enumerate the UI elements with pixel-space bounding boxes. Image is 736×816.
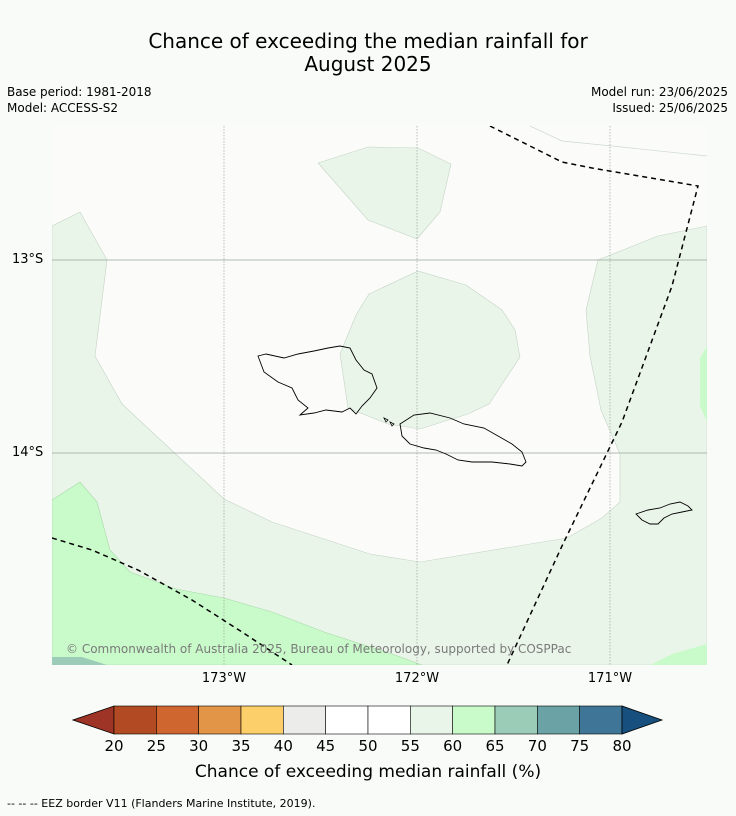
colorbar-tick-25: 25	[146, 737, 166, 755]
colorbar-cell-50-55	[367, 705, 411, 735]
colorbar-tick-50: 50	[358, 737, 378, 755]
colorbar-tick-65: 65	[485, 737, 505, 755]
contour-60-65-east	[700, 346, 707, 422]
colorbar-cell-45-50	[325, 705, 369, 735]
colorbar-tick-55: 55	[400, 737, 420, 755]
colorbar	[72, 705, 664, 735]
colorbar-tick-30: 30	[189, 737, 209, 755]
colorbar-tick-75: 75	[570, 737, 590, 755]
colorbar-tick-40: 40	[273, 737, 293, 755]
lon-label-172w: 172°W	[394, 671, 440, 686]
colorbar-cell-40-45	[283, 705, 326, 735]
title-line-1: Chance of exceeding the median rainfall …	[148, 29, 588, 53]
colorbar-low-extension	[72, 705, 115, 735]
colorbar-label: Chance of exceeding median rainfall (%)	[194, 762, 542, 782]
colorbar-cell-65-70	[494, 705, 538, 735]
colorbar-tick-35: 35	[231, 737, 251, 755]
base-period: Base period: 1981-2018	[7, 85, 152, 99]
contour-55-60-west	[52, 211, 707, 665]
chart-title: Chance of exceeding the median rainfall …	[0, 30, 736, 76]
lon-label-173w: 173°W	[201, 671, 247, 686]
colorbar-cell-25-30	[156, 705, 199, 735]
colorbar-cells	[113, 705, 623, 735]
eez-border	[52, 126, 699, 665]
colorbar-high-extension	[621, 705, 664, 735]
colorbar-cell-70-75	[537, 705, 580, 735]
island-apolima	[383, 417, 389, 423]
eez-footnote: -- -- -- EEZ border V11 (Flanders Marine…	[7, 797, 316, 810]
colorbar-cell-75-80	[579, 705, 623, 735]
title-line-2: August 2025	[304, 52, 432, 76]
colorbar-cell-30-35	[198, 705, 242, 735]
island-savaii	[257, 345, 378, 416]
colorbar-cell-20-25	[113, 705, 157, 735]
colorbar-tick-80: 80	[612, 737, 632, 755]
model-name: Model: ACCESS-S2	[7, 101, 119, 115]
meta-right: Model run: 23/06/2025 Issued: 25/06/2025	[591, 84, 728, 116]
colorbar-cell-60-65	[452, 705, 496, 735]
graticule	[52, 126, 707, 665]
copyright-notice: © Commonwealth of Australia 2025, Bureau…	[66, 642, 572, 656]
colorbar-tick-70: 70	[527, 737, 547, 755]
island-manono	[389, 421, 395, 427]
lat-label-14s: 14°S	[12, 445, 44, 460]
colorbar-cell-35-40	[240, 705, 284, 735]
rainfall-map	[52, 126, 707, 665]
lon-label-171w: 171°W	[587, 671, 633, 686]
colorbar-tick-20: 20	[104, 737, 124, 755]
issued-date: Issued: 25/06/2025	[612, 101, 728, 115]
contour-line-northeast	[529, 126, 707, 157]
colorbar-tick-60: 60	[443, 737, 463, 755]
meta-left: Base period: 1981-2018 Model: ACCESS-S2	[7, 84, 152, 116]
colorbar-tick-45: 45	[316, 737, 336, 755]
lat-label-13s: 13°S	[12, 252, 44, 267]
map-canvas	[52, 126, 707, 665]
island-upolu	[399, 412, 527, 467]
model-run: Model run: 23/06/2025	[590, 85, 728, 99]
island-tutuila	[635, 501, 693, 525]
colorbar-cell-55-60	[410, 705, 453, 735]
contour-65-70-corner	[52, 657, 107, 665]
contour-55-60-center	[339, 270, 521, 430]
contour-60-65-southeast	[650, 644, 707, 665]
contour-55-60-north	[317, 146, 452, 240]
